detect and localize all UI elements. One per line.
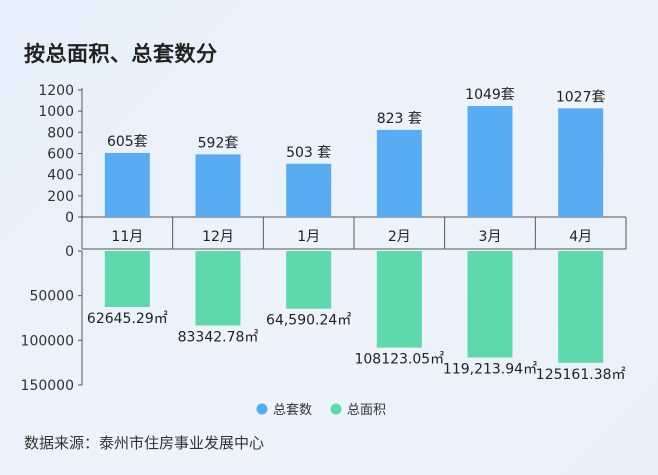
data-source: 数据来源：泰州市住房事业发展中心 xyxy=(24,434,265,452)
bar-total-units xyxy=(376,129,422,217)
bar-total-units xyxy=(467,105,513,217)
top-y-tick-label: 1000 xyxy=(38,104,74,120)
data-label-total-units: 592套 xyxy=(198,135,239,151)
top-panel: 0 200 400 600 800 1000 1200 605套 592套 503 套 823 套 1… xyxy=(38,83,627,250)
chart-title: 按总面积、总套数分 xyxy=(24,42,218,66)
bar-total-units xyxy=(195,154,241,217)
bar-total-units xyxy=(558,108,604,217)
legend-label: 总面积 xyxy=(347,403,386,418)
category-label: 12月 xyxy=(202,229,234,245)
top-y-tick-label: 1200 xyxy=(38,83,74,99)
data-label-total-area: 83342.78㎡ xyxy=(178,329,259,345)
bottom-panel: 0 50000 100000 150000 62645.29㎡ 83342.78㎡ 64,5… xyxy=(21,244,626,394)
data-label-total-area: 119,213.94㎡ xyxy=(443,361,537,377)
legend-marker xyxy=(256,403,268,415)
bar-total-area xyxy=(104,251,150,307)
bar-total-area xyxy=(195,251,241,326)
data-label-total-units: 605套 xyxy=(107,134,148,150)
top-y-tick-label: 600 xyxy=(47,147,74,163)
category-label: 1月 xyxy=(297,229,320,245)
bottom-y-tick-label: 0 xyxy=(65,244,74,260)
bar-total-area xyxy=(558,251,604,363)
data-label-total-area: 62645.29㎡ xyxy=(87,311,168,327)
data-label-total-area: 108123.05㎡ xyxy=(354,352,444,368)
category-label: 4月 xyxy=(569,229,592,245)
category-label: 2月 xyxy=(388,229,411,245)
legend-marker xyxy=(330,403,342,415)
chart-legend: 总套数 总面积 xyxy=(256,402,386,418)
bottom-y-tick-label: 150000 xyxy=(21,378,74,394)
top-y-tick-label: 400 xyxy=(47,168,74,184)
data-label-total-area: 125161.38㎡ xyxy=(536,367,626,383)
data-label-total-units: 1049套 xyxy=(465,87,515,103)
category-label: 11月 xyxy=(111,229,143,245)
top-y-tick-label: 200 xyxy=(47,189,74,205)
bar-total-units xyxy=(104,152,150,217)
data-label-total-area: 64,590.24㎡ xyxy=(266,313,351,329)
data-label-total-units: 1027套 xyxy=(556,89,606,105)
category-label: 3月 xyxy=(479,229,502,245)
bar-total-area xyxy=(286,251,332,309)
bottom-y-tick-label: 50000 xyxy=(29,289,74,305)
bar-total-area xyxy=(376,251,422,348)
bar-total-units xyxy=(286,163,332,217)
top-y-tick-label: 0 xyxy=(65,210,74,226)
bar-total-area xyxy=(467,251,513,358)
data-label-total-units: 823 套 xyxy=(377,111,422,127)
bottom-y-tick-label: 100000 xyxy=(21,333,74,349)
legend-label: 总套数 xyxy=(273,402,312,418)
top-y-tick-label: 800 xyxy=(47,125,74,141)
data-label-total-units: 503 套 xyxy=(286,145,331,161)
